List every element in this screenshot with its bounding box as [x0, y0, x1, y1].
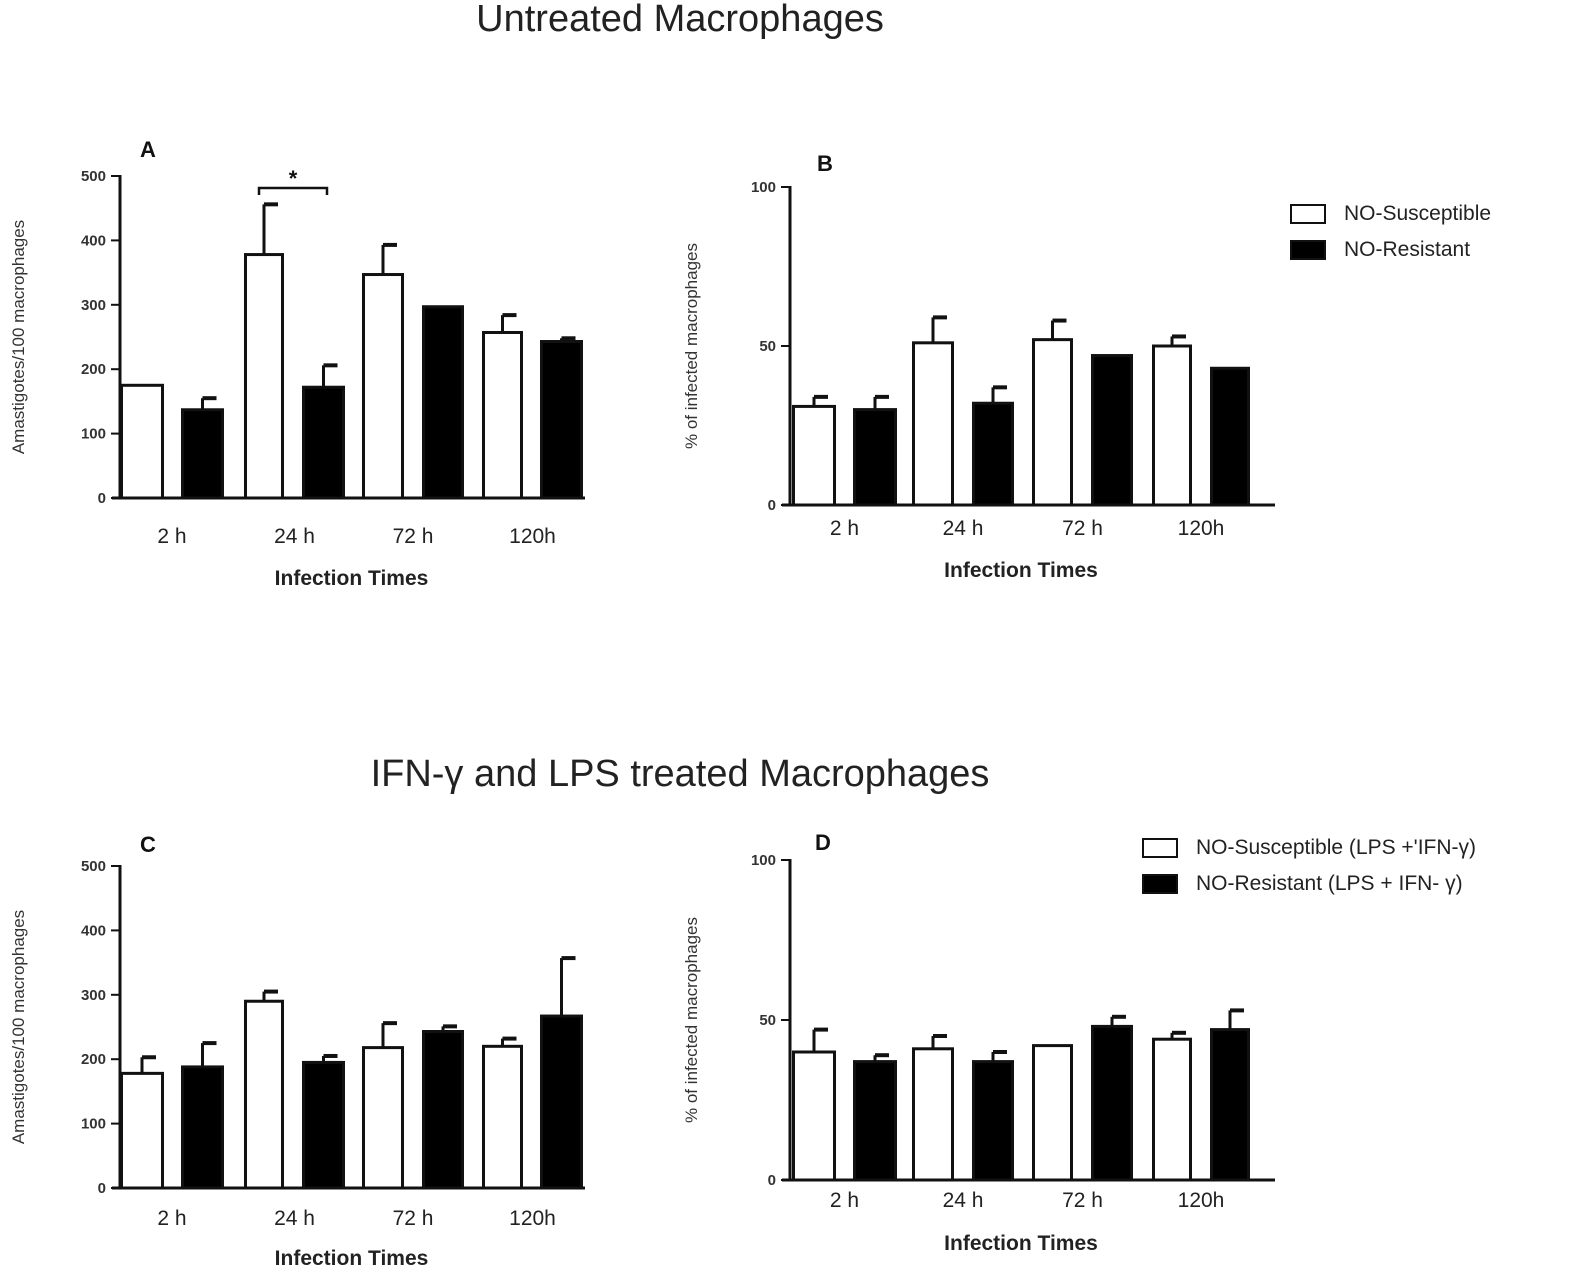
y-axis-label-c: Amastigotes/100 macrophages [9, 910, 28, 1144]
x-tick-label-b: 72 h [1062, 517, 1103, 540]
x-tick-label-c: 72 h [393, 1207, 434, 1230]
bar-resistant-b [853, 408, 897, 507]
bar-resistant-b [1210, 366, 1250, 507]
panel-label-d: D [815, 830, 831, 855]
bar-susceptible-a [120, 383, 164, 500]
y-tick-label-a: 0 [98, 490, 106, 507]
bar-susceptible-b [912, 341, 954, 507]
y-tick-label-c: 400 [81, 922, 106, 939]
y-axis-label-b: % of infected macrophages [682, 243, 701, 449]
x-tick-label-b: 2 h [830, 517, 859, 540]
panel-label-b: B [817, 151, 833, 176]
legend-item-susceptible: NO-Susceptible [1290, 196, 1491, 232]
legend-label-susceptible-treated: NO-Susceptible (LPS +'IFN-γ) [1196, 836, 1477, 859]
y-tick-label-b: 100 [751, 179, 776, 196]
y-tick-label-b: 50 [759, 338, 776, 355]
y-tick-label-c: 300 [81, 987, 106, 1004]
x-tick-label-d: 120h [1178, 1189, 1225, 1212]
x-tick-label-d: 72 h [1062, 1189, 1103, 1212]
legend-item-susceptible-treated: NO-Susceptible (LPS +'IFN-γ) [1142, 830, 1476, 866]
legend-swatch-black [1142, 874, 1178, 894]
legend-label-resistant: NO-Resistant [1344, 238, 1471, 261]
bar-resistant-a [181, 408, 224, 500]
y-axis-label-d: % of infected macrophages [682, 917, 701, 1123]
bar-resistant-c [422, 1030, 464, 1190]
y-axis-label-a: Amastigotes/100 macrophages [9, 220, 28, 454]
bar-resistant-d [1091, 1024, 1133, 1182]
bar-susceptible-c [362, 1046, 404, 1190]
legend-swatch-white [1290, 204, 1326, 224]
legend-treated: NO-Susceptible (LPS +'IFN-γ) NO-Resistan… [1142, 830, 1476, 902]
x-tick-label-d: 2 h [830, 1189, 859, 1212]
y-tick-label-c: 0 [98, 1180, 106, 1197]
y-tick-label-c: 500 [81, 858, 106, 875]
bar-susceptible-d [1152, 1037, 1192, 1182]
x-tick-label-a: 24 h [274, 525, 315, 548]
y-tick-label-a: 400 [81, 232, 106, 249]
x-axis-label-a: Infection Times [275, 567, 429, 590]
bar-resistant-c [540, 1014, 583, 1190]
panel-label-a: A [140, 137, 156, 162]
x-axis-label-b: Infection Times [944, 559, 1098, 582]
bar-susceptible-a [362, 273, 404, 500]
bar-resistant-b [1091, 354, 1133, 507]
x-axis-label-c: Infection Times [275, 1247, 429, 1270]
panel-label-c: C [140, 832, 156, 857]
y-tick-label-a: 100 [81, 426, 106, 443]
bar-susceptible-a [244, 253, 284, 500]
y-tick-label-a: 200 [81, 361, 106, 378]
bar-susceptible-d [792, 1050, 836, 1182]
legend-label-resistant-treated: NO-Resistant (LPS + IFN- γ) [1196, 872, 1463, 895]
bar-resistant-c [302, 1060, 345, 1190]
bar-susceptible-d [1032, 1044, 1073, 1182]
bar-resistant-a [422, 305, 464, 500]
y-tick-label-d: 0 [768, 1172, 776, 1189]
y-tick-label-c: 100 [81, 1116, 106, 1133]
bar-susceptible-d [912, 1047, 954, 1182]
section-title-untreated: Untreated Macrophages [476, 0, 884, 40]
bar-resistant-b [972, 401, 1014, 507]
y-tick-label-b: 0 [768, 497, 776, 514]
bar-resistant-a [302, 385, 345, 500]
bar-resistant-d [1210, 1028, 1250, 1182]
bar-resistant-d [853, 1060, 897, 1182]
bar-susceptible-b [792, 404, 836, 507]
x-axis-label-d: Infection Times [944, 1232, 1098, 1255]
section-title-treated: IFN-γ and LPS treated Macrophages [370, 753, 990, 795]
legend-item-resistant: NO-Resistant [1290, 232, 1491, 268]
y-tick-label-a: 300 [81, 297, 106, 314]
x-tick-label-d: 24 h [943, 1189, 984, 1212]
bar-susceptible-b [1032, 338, 1073, 507]
bar-susceptible-a [482, 330, 523, 500]
x-tick-label-a: 2 h [157, 525, 186, 548]
x-tick-label-a: 120h [509, 525, 556, 548]
legend-swatch-white [1142, 838, 1178, 858]
x-tick-label-b: 120h [1178, 517, 1225, 540]
y-tick-label-d: 50 [759, 1012, 776, 1029]
x-tick-label-c: 120h [509, 1207, 556, 1230]
bar-susceptible-c [120, 1071, 164, 1190]
x-tick-label-c: 2 h [157, 1207, 186, 1230]
x-tick-label-c: 24 h [274, 1207, 315, 1230]
legend-label-susceptible: NO-Susceptible [1344, 202, 1492, 225]
legend-item-resistant-treated: NO-Resistant (LPS + IFN- γ) [1142, 866, 1476, 902]
bar-resistant-d [972, 1060, 1014, 1182]
y-tick-label-c: 200 [81, 1051, 106, 1068]
y-tick-label-a: 500 [81, 168, 106, 185]
legend-untreated: NO-Susceptible NO-Resistant [1290, 196, 1491, 268]
significance-bracket-a [257, 186, 329, 195]
legend-swatch-black [1290, 240, 1326, 260]
x-tick-label-b: 24 h [943, 517, 984, 540]
y-tick-label-d: 100 [751, 852, 776, 869]
bar-susceptible-c [482, 1044, 523, 1190]
bar-resistant-a [540, 340, 583, 500]
significance-marker-a: * [289, 166, 298, 191]
bar-resistant-c [181, 1065, 224, 1190]
x-tick-label-a: 72 h [393, 525, 434, 548]
bar-susceptible-c [244, 999, 284, 1190]
bar-susceptible-b [1152, 344, 1192, 507]
